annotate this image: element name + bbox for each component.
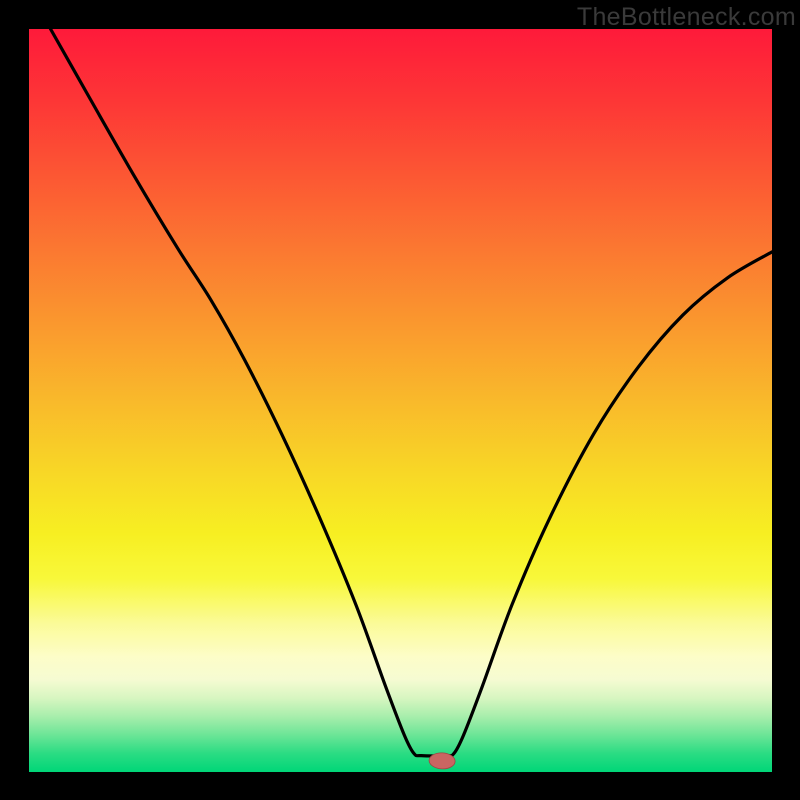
watermark-text: TheBottleneck.com bbox=[577, 3, 796, 32]
chart-stage: TheBottleneck.com bbox=[0, 0, 800, 800]
chart-svg bbox=[0, 0, 800, 800]
plot-background-gradient bbox=[29, 29, 772, 772]
